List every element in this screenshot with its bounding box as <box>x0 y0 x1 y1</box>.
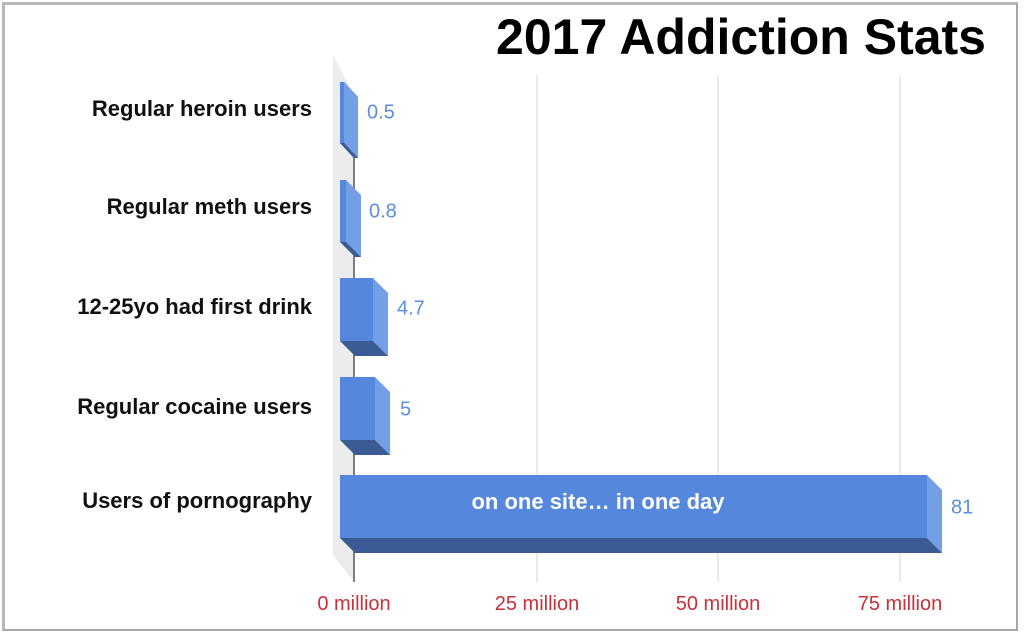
value-label: 5 <box>400 398 412 421</box>
category-label: Users of pornography <box>82 488 312 513</box>
chart-title: 2017 Addiction Stats <box>496 9 986 65</box>
x-tick-label: 0 million <box>317 593 391 615</box>
category-label: Regular cocaine users <box>77 394 312 419</box>
bar-regular-heroin-users <box>340 82 358 158</box>
value-label: 81 <box>951 496 974 519</box>
x-tick-label: 50 million <box>675 593 761 615</box>
category-label: Regular heroin users <box>91 96 312 121</box>
category-label: 12-25yo had first drink <box>77 294 312 319</box>
bar-annotation: on one site… in one day <box>471 489 725 514</box>
bar-12-25yo-had-first-drink <box>340 278 388 356</box>
x-tick-label: 75 million <box>857 593 943 615</box>
value-label: 0.5 <box>367 101 395 124</box>
value-label: 0.8 <box>369 200 397 223</box>
bar-regular-meth-users <box>340 180 361 257</box>
bar-users-of-pornography <box>340 475 942 553</box>
value-label: 4.7 <box>397 297 425 320</box>
x-tick-label: 25 million <box>494 593 580 615</box>
category-label: Regular meth users <box>106 194 312 219</box>
bar-regular-cocaine-users <box>340 377 390 455</box>
